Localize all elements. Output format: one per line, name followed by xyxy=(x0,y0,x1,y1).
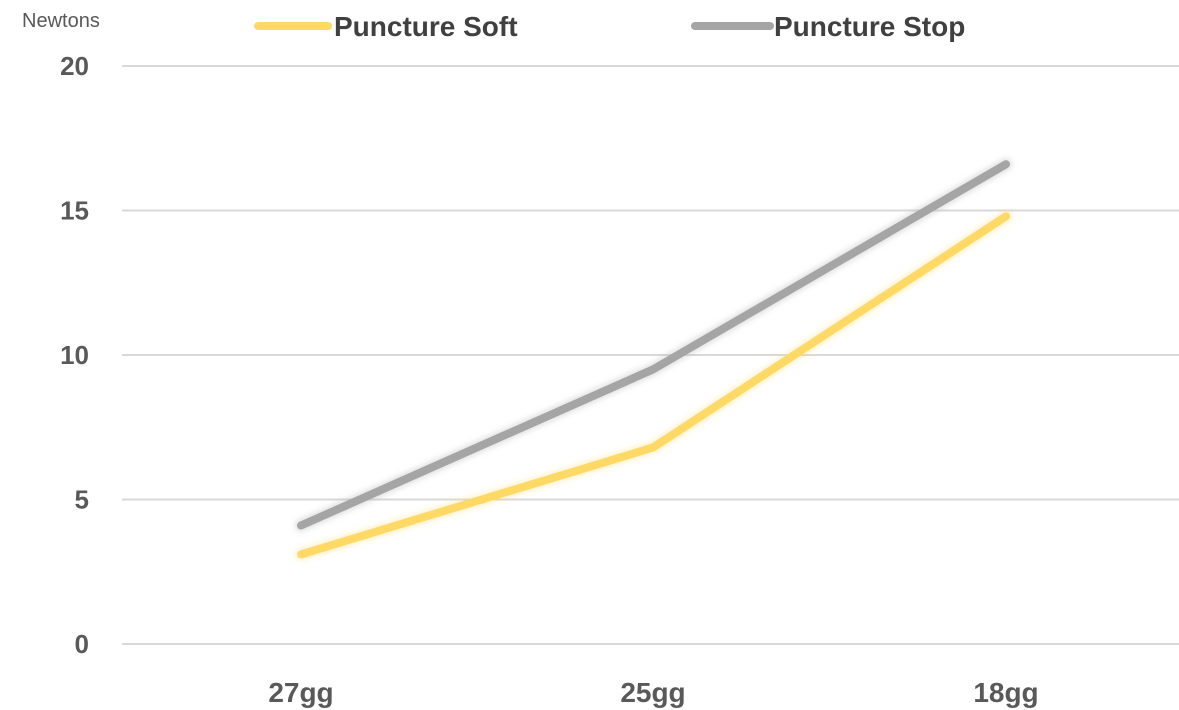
y-axis-unit-label: Newtons xyxy=(22,10,100,32)
y-tick-label: 5 xyxy=(75,485,89,515)
legend-item: Puncture Stop xyxy=(695,11,965,42)
legend-label: Puncture Soft xyxy=(334,11,518,42)
series-puncture-soft xyxy=(301,216,1006,554)
y-tick-label: 20 xyxy=(60,51,89,81)
gridlines xyxy=(122,66,1179,644)
legend-item: Puncture Soft xyxy=(258,11,518,42)
legend: Puncture Soft Puncture Stop xyxy=(258,11,965,42)
series-line xyxy=(301,164,1006,525)
series-puncture-stop xyxy=(301,164,1006,525)
series-line xyxy=(301,216,1006,554)
x-axis-ticks: 27gg 25gg 18gg xyxy=(268,677,1038,708)
series-glow xyxy=(301,164,1006,525)
y-tick-label: 0 xyxy=(75,629,89,659)
x-tick-label: 18gg xyxy=(973,677,1038,708)
series-layer xyxy=(301,164,1006,554)
x-tick-label: 27gg xyxy=(268,677,333,708)
y-axis-ticks: 0 5 10 15 20 xyxy=(60,51,89,659)
legend-label: Puncture Stop xyxy=(774,11,965,42)
series-glow xyxy=(301,216,1006,554)
x-tick-label: 25gg xyxy=(620,677,685,708)
y-tick-label: 15 xyxy=(60,196,89,226)
y-tick-label: 10 xyxy=(60,340,89,370)
